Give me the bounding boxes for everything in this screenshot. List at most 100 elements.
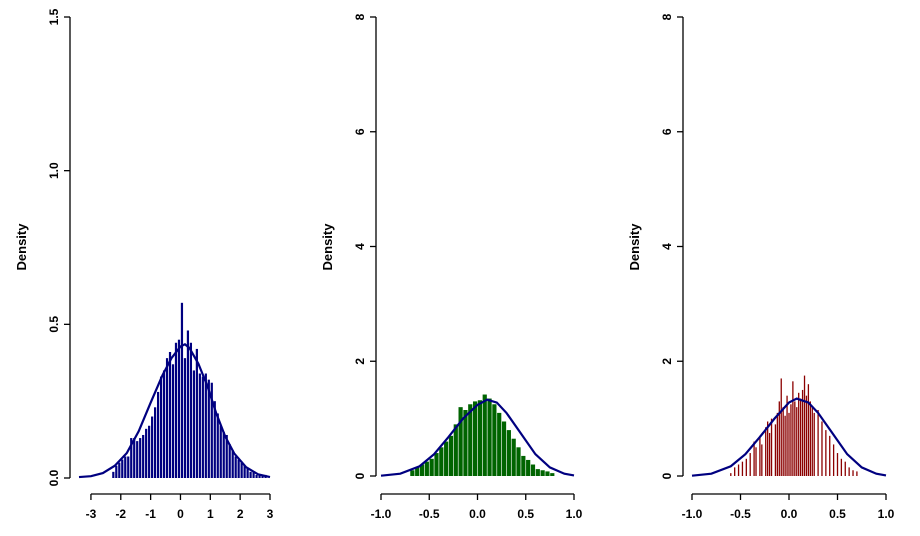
histogram-bar	[183, 358, 187, 478]
x-tick-label: 3	[267, 507, 274, 521]
histogram-bar	[803, 375, 806, 476]
histogram-bar	[458, 407, 463, 476]
histogram-bar	[198, 373, 201, 478]
histogram-bar	[848, 467, 850, 476]
histogram-bar	[540, 470, 545, 476]
histogram-bar	[840, 458, 843, 476]
histogram-bar	[788, 412, 790, 476]
histogram-bar	[774, 424, 777, 476]
histogram-bar	[410, 470, 415, 476]
histogram-bar	[136, 441, 139, 478]
histogram-bar	[829, 435, 831, 476]
density-curve	[78, 343, 271, 479]
histogram-bar	[780, 378, 782, 476]
histogram-bar	[186, 330, 190, 478]
histogram-bar	[790, 404, 792, 476]
histogram-bar	[805, 395, 808, 476]
histogram-bar	[761, 444, 763, 476]
histogram-bar	[545, 471, 550, 476]
x-tick-label: 0.0	[469, 507, 486, 521]
y-axis-title: Density	[320, 223, 335, 271]
histogram-bar	[463, 410, 468, 476]
y-tick-label: 1.0	[47, 162, 61, 179]
x-tick-label: 1.0	[566, 507, 583, 521]
x-tick-label: 2	[237, 507, 244, 521]
histogram-bar	[171, 364, 175, 478]
histogram-bar	[796, 407, 798, 476]
histogram-bar	[204, 373, 207, 478]
histogram-bar	[737, 464, 740, 476]
density-curve	[691, 397, 887, 477]
x-tick-label: 0.5	[829, 507, 846, 521]
histogram-bar	[228, 444, 231, 478]
histogram-bar	[768, 432, 771, 476]
histogram-bar	[825, 430, 827, 476]
histogram-bar	[770, 418, 773, 477]
histogram-bar	[151, 416, 154, 478]
histogram-bar	[516, 447, 521, 476]
histogram-bar	[821, 421, 823, 476]
histogram-bar	[130, 438, 133, 478]
histogram-bar	[112, 471, 115, 478]
histogram-bar	[121, 459, 124, 478]
histogram-bar	[210, 382, 213, 478]
histogram-bar	[794, 401, 796, 476]
panel-1: 0.0 0.5 1.0 1.5 -3 -2 -1 0 1 2 3 Density	[14, 8, 274, 521]
histogram-bar	[127, 456, 130, 478]
panel-3: 0 2 4 6 8 -1.0 -0.5 0.0 0.5 1.0 Density	[627, 13, 895, 521]
histogram-bar	[730, 473, 732, 476]
histogram-bar	[492, 404, 497, 476]
histogram-bar	[798, 392, 800, 476]
histogram-bar	[145, 428, 148, 478]
histogram-bar	[434, 453, 439, 476]
x-tick-label: -0.5	[419, 507, 440, 521]
histogram-bar	[162, 370, 166, 478]
histogram-bar	[258, 474, 261, 478]
histogram-bar	[811, 407, 813, 476]
histogram-bar	[240, 462, 243, 478]
histogram-bar	[745, 458, 747, 476]
histogram-bar	[521, 455, 526, 476]
density-curve	[380, 398, 575, 477]
histogram-bar	[429, 458, 434, 476]
histogram-bar	[741, 461, 744, 476]
histogram-bar	[832, 444, 835, 476]
histogram-bar	[506, 430, 511, 476]
histogram-bar	[809, 401, 811, 476]
histogram-bar	[174, 342, 178, 478]
y-tick-label: 2	[353, 358, 367, 365]
histogram-bar	[201, 376, 204, 478]
histogram-bar	[799, 398, 802, 476]
histogram-bar	[801, 389, 804, 476]
histogram-bar	[782, 407, 784, 476]
y-axis-title: Density	[627, 223, 642, 271]
histogram-bar	[213, 401, 216, 478]
histogram-bar	[497, 412, 502, 476]
y-tick-label: 6	[353, 128, 367, 135]
x-tick-label: -3	[86, 507, 97, 521]
histogram-bar	[807, 384, 810, 476]
x-tick-label: 1.0	[878, 507, 895, 521]
histogram-bar	[487, 398, 492, 476]
histogram-bar	[511, 438, 516, 476]
histogram-bar	[844, 461, 846, 476]
x-tick-label: -1.0	[682, 507, 703, 521]
histogram-bar	[856, 471, 858, 476]
histogram-bar	[765, 427, 767, 476]
y-tick-label: 0.0	[47, 469, 61, 486]
histogram-bar	[192, 370, 195, 478]
histogram-bar	[755, 447, 757, 476]
histogram-bar	[159, 376, 163, 478]
histogram-bar	[142, 434, 145, 478]
x-tick-label: -0.5	[730, 507, 751, 521]
x-tick-label: 1	[207, 507, 214, 521]
histogram-bar	[165, 358, 169, 478]
histogram-bar	[767, 421, 769, 476]
y-tick-label: 8	[353, 13, 367, 20]
histogram-bar	[550, 473, 555, 476]
histogram-bar	[148, 425, 151, 478]
histogram-bar	[234, 456, 237, 478]
histogram-bar	[468, 404, 473, 476]
histogram-bar	[453, 424, 458, 476]
histogram-bar	[852, 470, 854, 476]
